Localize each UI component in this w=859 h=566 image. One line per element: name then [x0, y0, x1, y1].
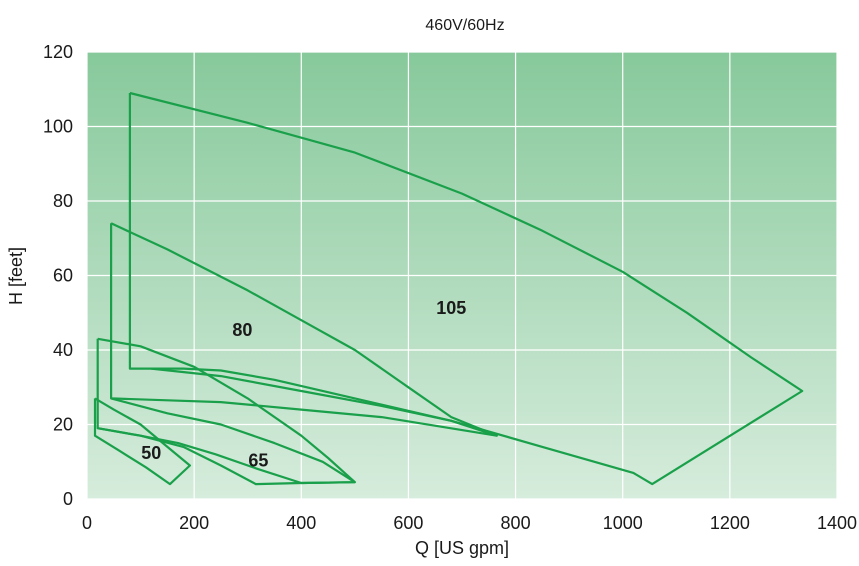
region-label-65: 65	[248, 451, 268, 471]
x-tick-label: 400	[286, 513, 316, 533]
region-outline-80	[110, 222, 498, 437]
inner-curve-1	[151, 367, 498, 437]
y-tick-label: 60	[53, 266, 73, 286]
region-outline-50	[93, 397, 191, 486]
region-outline-105	[128, 91, 804, 486]
x-tick-label: 1000	[603, 513, 643, 533]
inner-curve-2	[110, 397, 356, 484]
y-tick-label: 40	[53, 340, 73, 360]
x-tick-label: 1400	[817, 513, 857, 533]
y-tick-label: 0	[63, 489, 73, 509]
y-tick-label: 20	[53, 415, 73, 435]
x-tick-label: 200	[179, 513, 209, 533]
x-axis-label: Q [US gpm]	[415, 538, 509, 558]
y-tick-label: 80	[53, 191, 73, 211]
region-labels: 105 80 65 50	[141, 298, 466, 471]
y-tick-label: 120	[43, 42, 73, 62]
region-label-50: 50	[141, 443, 161, 463]
curve-layer	[93, 91, 804, 486]
inner-curve-3	[97, 427, 355, 485]
chart-title: 460V/60Hz	[425, 17, 504, 34]
x-axis-ticks: 0 200 400 600 800 1000 1200 1400	[82, 513, 857, 533]
x-tick-label: 600	[393, 513, 423, 533]
x-tick-label: 1200	[710, 513, 750, 533]
y-tick-label: 100	[43, 117, 73, 137]
y-axis-ticks: 0 20 40 60 80 100 120	[43, 42, 73, 509]
y-axis-label: H [feet]	[6, 247, 26, 305]
region-label-80: 80	[232, 320, 252, 340]
x-tick-label: 800	[501, 513, 531, 533]
region-label-105: 105	[436, 298, 466, 318]
x-tick-label: 0	[82, 513, 92, 533]
